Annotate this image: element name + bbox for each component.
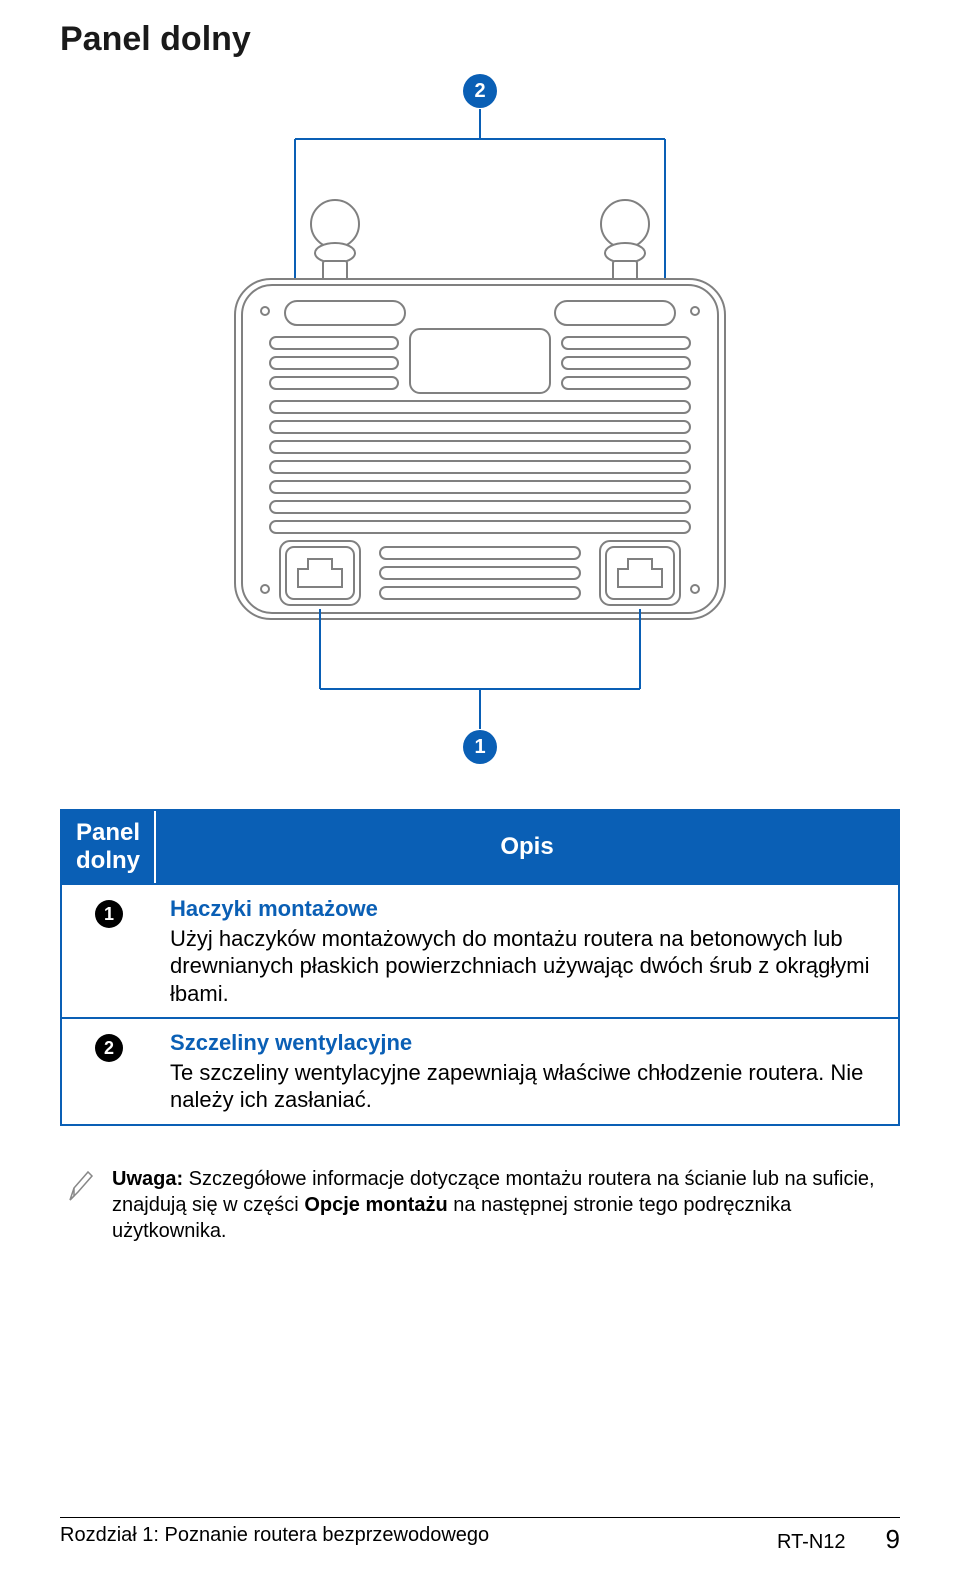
page-title: Panel dolny — [60, 20, 900, 59]
note-label: Uwaga: — [112, 1168, 183, 1190]
row-num-cell: 1 — [62, 883, 156, 1017]
th-description: Opis — [156, 811, 898, 883]
row-title: Haczyki montażowe — [170, 895, 884, 923]
footer-chapter: Rozdział 1: Poznanie routera bezprzewodo… — [60, 1524, 489, 1555]
table-header-row: Panel dolny Opis — [62, 811, 898, 883]
row-title: Szczeliny wentylacyjne — [170, 1029, 884, 1057]
note-text: Uwaga: Szczegółowe informacje dotyczące … — [112, 1166, 894, 1244]
row-desc-cell: Szczeliny wentylacyjne Te szczeliny went… — [156, 1017, 898, 1124]
pencil-note-icon — [66, 1166, 96, 1206]
row-desc-cell: Haczyki montażowe Użyj haczyków montażow… — [156, 883, 898, 1017]
row-body: Użyj haczyków montażowych do montażu rou… — [170, 925, 884, 1008]
table-row: 2 Szczeliny wentylacyjne Te szczeliny we… — [62, 1017, 898, 1124]
diagram-container: 2 — [60, 69, 900, 779]
table-row: 1 Haczyki montażowe Użyj haczyków montaż… — [62, 883, 898, 1017]
th-panel: Panel dolny — [62, 811, 156, 883]
row-num-badge: 1 — [95, 900, 123, 928]
footer-page-number: 9 — [886, 1524, 900, 1555]
callout-bottom-label: 1 — [474, 736, 485, 758]
footer-model: RT-N12 — [777, 1531, 846, 1554]
note-block: Uwaga: Szczegółowe informacje dotyczące … — [60, 1166, 900, 1244]
router-bottom-diagram: 2 — [180, 69, 780, 779]
callout-top-label: 2 — [474, 80, 485, 102]
page-footer: Rozdział 1: Poznanie routera bezprzewodo… — [60, 1517, 900, 1555]
row-num-cell: 2 — [62, 1017, 156, 1124]
row-num-badge: 2 — [95, 1034, 123, 1062]
description-table: Panel dolny Opis 1 Haczyki montażowe Uży… — [60, 809, 900, 1126]
row-body: Te szczeliny wentylacyjne zapewniają wła… — [170, 1059, 884, 1114]
note-bold: Opcje montażu — [304, 1194, 447, 1216]
